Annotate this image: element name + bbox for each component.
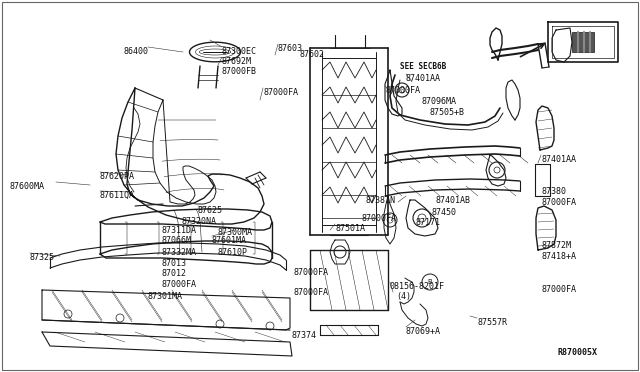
Text: 87505+B: 87505+B	[430, 108, 465, 117]
Text: SEE SECB6B: SEE SECB6B	[400, 62, 446, 71]
Text: 87600MA: 87600MA	[10, 182, 45, 191]
Text: 87381N: 87381N	[365, 196, 395, 205]
Text: 87096MA: 87096MA	[422, 97, 457, 106]
FancyBboxPatch shape	[572, 32, 594, 52]
Text: 87000FA: 87000FA	[541, 285, 576, 294]
Text: 87300MA: 87300MA	[218, 228, 253, 237]
Text: 87000FA: 87000FA	[541, 198, 576, 207]
Text: 87380: 87380	[541, 187, 566, 196]
Text: 08156-8201F: 08156-8201F	[390, 282, 445, 291]
Text: 87374: 87374	[291, 331, 316, 340]
Text: 87557R: 87557R	[477, 318, 507, 327]
Text: 87401AA: 87401AA	[541, 155, 576, 164]
Text: 87300EC: 87300EC	[222, 47, 257, 56]
Text: 87601MA: 87601MA	[212, 236, 247, 245]
Text: 87000FA: 87000FA	[294, 268, 329, 277]
Text: 87602: 87602	[299, 50, 324, 59]
Text: 87603: 87603	[278, 44, 303, 53]
Text: 87332MA: 87332MA	[162, 248, 197, 257]
Text: 87000FA: 87000FA	[263, 88, 298, 97]
Text: 87450: 87450	[432, 208, 457, 217]
Text: 87171: 87171	[416, 218, 441, 227]
Text: 87000FB: 87000FB	[222, 67, 257, 76]
Text: 87625: 87625	[198, 206, 223, 215]
Text: 87692M: 87692M	[222, 57, 252, 66]
Text: 87610P: 87610P	[218, 248, 248, 257]
Text: 87872M: 87872M	[541, 241, 571, 250]
Text: 87000FA: 87000FA	[162, 280, 197, 289]
Text: 87401AA: 87401AA	[406, 74, 441, 83]
Text: 87401AB: 87401AB	[436, 196, 471, 205]
Text: 87311DA: 87311DA	[162, 226, 197, 235]
Text: 87611QA: 87611QA	[100, 191, 135, 200]
Text: 87000FA: 87000FA	[362, 214, 397, 223]
Text: 87301MA: 87301MA	[148, 292, 183, 301]
Text: 87620PA: 87620PA	[100, 172, 135, 181]
Text: 87000FA: 87000FA	[294, 288, 329, 297]
Text: 87418+A: 87418+A	[541, 252, 576, 261]
Text: 87501A: 87501A	[335, 224, 365, 233]
Text: 87320NA: 87320NA	[182, 217, 217, 226]
Text: 87000FA: 87000FA	[385, 86, 420, 95]
Text: 86400: 86400	[123, 47, 148, 56]
Text: R870005X: R870005X	[558, 348, 598, 357]
Text: 87069+A: 87069+A	[406, 327, 441, 336]
Text: 87013: 87013	[162, 259, 187, 268]
Text: 87066M: 87066M	[162, 236, 192, 245]
Text: 87325: 87325	[30, 253, 55, 262]
Text: B: B	[428, 279, 433, 285]
Text: 87012: 87012	[162, 269, 187, 278]
Text: (4): (4)	[396, 292, 411, 301]
